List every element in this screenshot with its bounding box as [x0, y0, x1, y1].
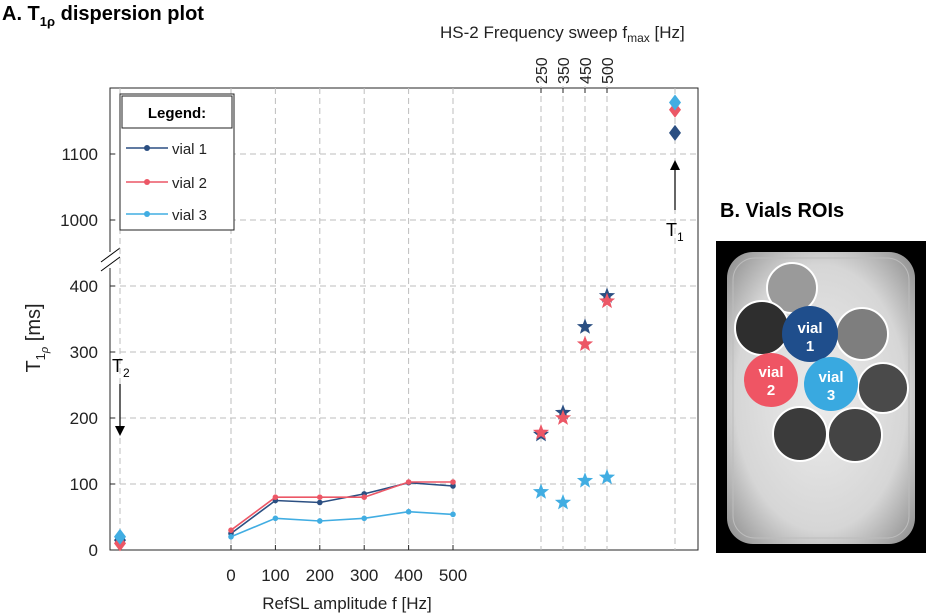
vial-3-refsl-point — [361, 515, 368, 522]
axis-break — [100, 247, 124, 272]
plot-frame — [109, 87, 699, 551]
vials-roi-image: vial 1 vial 2 vial 3 — [716, 241, 926, 553]
vial-2-hs2-star — [532, 424, 550, 440]
vial-1-t1-diamond — [669, 124, 681, 141]
y-tick-label: 0 — [89, 541, 98, 560]
x-tick-label: 300 — [350, 566, 378, 585]
t1-label: T1 — [666, 220, 684, 244]
legend-label-vial-1: vial 1 — [172, 141, 207, 158]
svg-text:vial: vial — [797, 320, 822, 337]
svg-text:3: 3 — [827, 387, 835, 404]
x-tick-label: 0 — [226, 566, 235, 585]
vial-2-roi: vial 2 — [744, 353, 798, 407]
vial-3-refsl-point — [317, 518, 323, 524]
vial-2-refsl-line — [230, 481, 453, 531]
x-tick-label: 200 — [306, 566, 334, 585]
vial-1-hs2-star — [576, 318, 594, 334]
panel-b-title: B. Vials ROIs — [720, 200, 844, 222]
vial-1-roi: vial 1 — [782, 306, 838, 362]
y-tick-label: 300 — [70, 343, 98, 362]
vial-3-t2-diamond — [114, 528, 126, 545]
t1-annotation: T1 — [666, 160, 684, 244]
y-tick-label: 400 — [70, 277, 98, 296]
data-marks — [114, 94, 681, 552]
legend-entry-vial-1: vial 1 — [126, 141, 207, 158]
vial-2-refsl-point — [405, 479, 412, 485]
vial-1-refsl-point — [317, 499, 323, 506]
legend-label-vial-3: vial 3 — [172, 207, 207, 224]
svg-text:vial: vial — [758, 364, 783, 381]
top-tick-label: 350 — [556, 57, 573, 84]
vial-2-hs2-star — [576, 335, 594, 351]
vial-3-t1-diamond — [669, 94, 681, 111]
x-tick-label: 100 — [261, 566, 289, 585]
vial-3-roi: vial 3 — [804, 357, 858, 411]
svg-text:vial: vial — [818, 369, 843, 386]
vial-3-refsl-point — [450, 511, 456, 518]
vial-2-refsl-point — [450, 479, 456, 485]
x-axis-label: RefSL amplitude f [Hz] — [262, 594, 431, 613]
legend-entry-vial-2: vial 2 — [126, 175, 207, 192]
x-tick-label: 500 — [439, 566, 467, 585]
vial-2-hs2-star — [598, 292, 616, 309]
y-tick-label: 1000 — [60, 211, 98, 230]
y-tick-label: 200 — [70, 409, 98, 428]
vial-3-refsl-line — [230, 510, 454, 538]
vial-3-hs2-star — [598, 468, 616, 485]
ticks: 0 100 200 300 400 1000 1100 0 100 200 300 400 500 250… — [60, 57, 617, 585]
top-tick-label: 450 — [578, 57, 595, 84]
t2-label: T2 — [112, 356, 130, 380]
legend-label-vial-2: vial 2 — [172, 175, 207, 192]
legend-title: Legend: — [148, 105, 206, 122]
top-tick-label: 250 — [534, 57, 551, 84]
vial-2-refsl-point — [361, 494, 368, 501]
vial-2-refsl-point — [272, 494, 279, 501]
svg-text:2: 2 — [767, 382, 775, 399]
x-tick-label: 400 — [394, 566, 422, 585]
vial-3-refsl-point — [272, 515, 279, 522]
panel-a-title: A. T1ρ dispersion plot — [2, 3, 204, 29]
top-axis-label: HS-2 Frequency sweep fmax [Hz] — [440, 23, 685, 45]
legend-entry-vial-3: vial 3 — [126, 207, 207, 224]
y-tick-label: 100 — [70, 475, 98, 494]
legend: Legend: vial 1 vial 2 vial 3 — [119, 93, 235, 231]
vial-1-refsl-line — [230, 481, 454, 535]
vial-3-hs2-star — [532, 483, 550, 499]
y-tick-label: 1100 — [61, 145, 98, 164]
vial-2-refsl-point — [228, 527, 234, 533]
vial-3-refsl-point — [405, 508, 412, 515]
top-tick-label: 500 — [600, 57, 617, 84]
y-axis-label: T1ρ [ms] — [23, 303, 51, 372]
vial-3-hs2-star — [554, 494, 572, 510]
t2-annotation: T2 — [112, 356, 130, 436]
svg-text:1: 1 — [806, 338, 814, 355]
vial-3-hs2-star — [576, 472, 594, 488]
vial-2-hs2-star — [554, 409, 572, 425]
vial-3-refsl-point — [228, 534, 234, 540]
vial-1-refsl-point — [450, 483, 456, 489]
vial-2-refsl-point — [317, 494, 323, 501]
